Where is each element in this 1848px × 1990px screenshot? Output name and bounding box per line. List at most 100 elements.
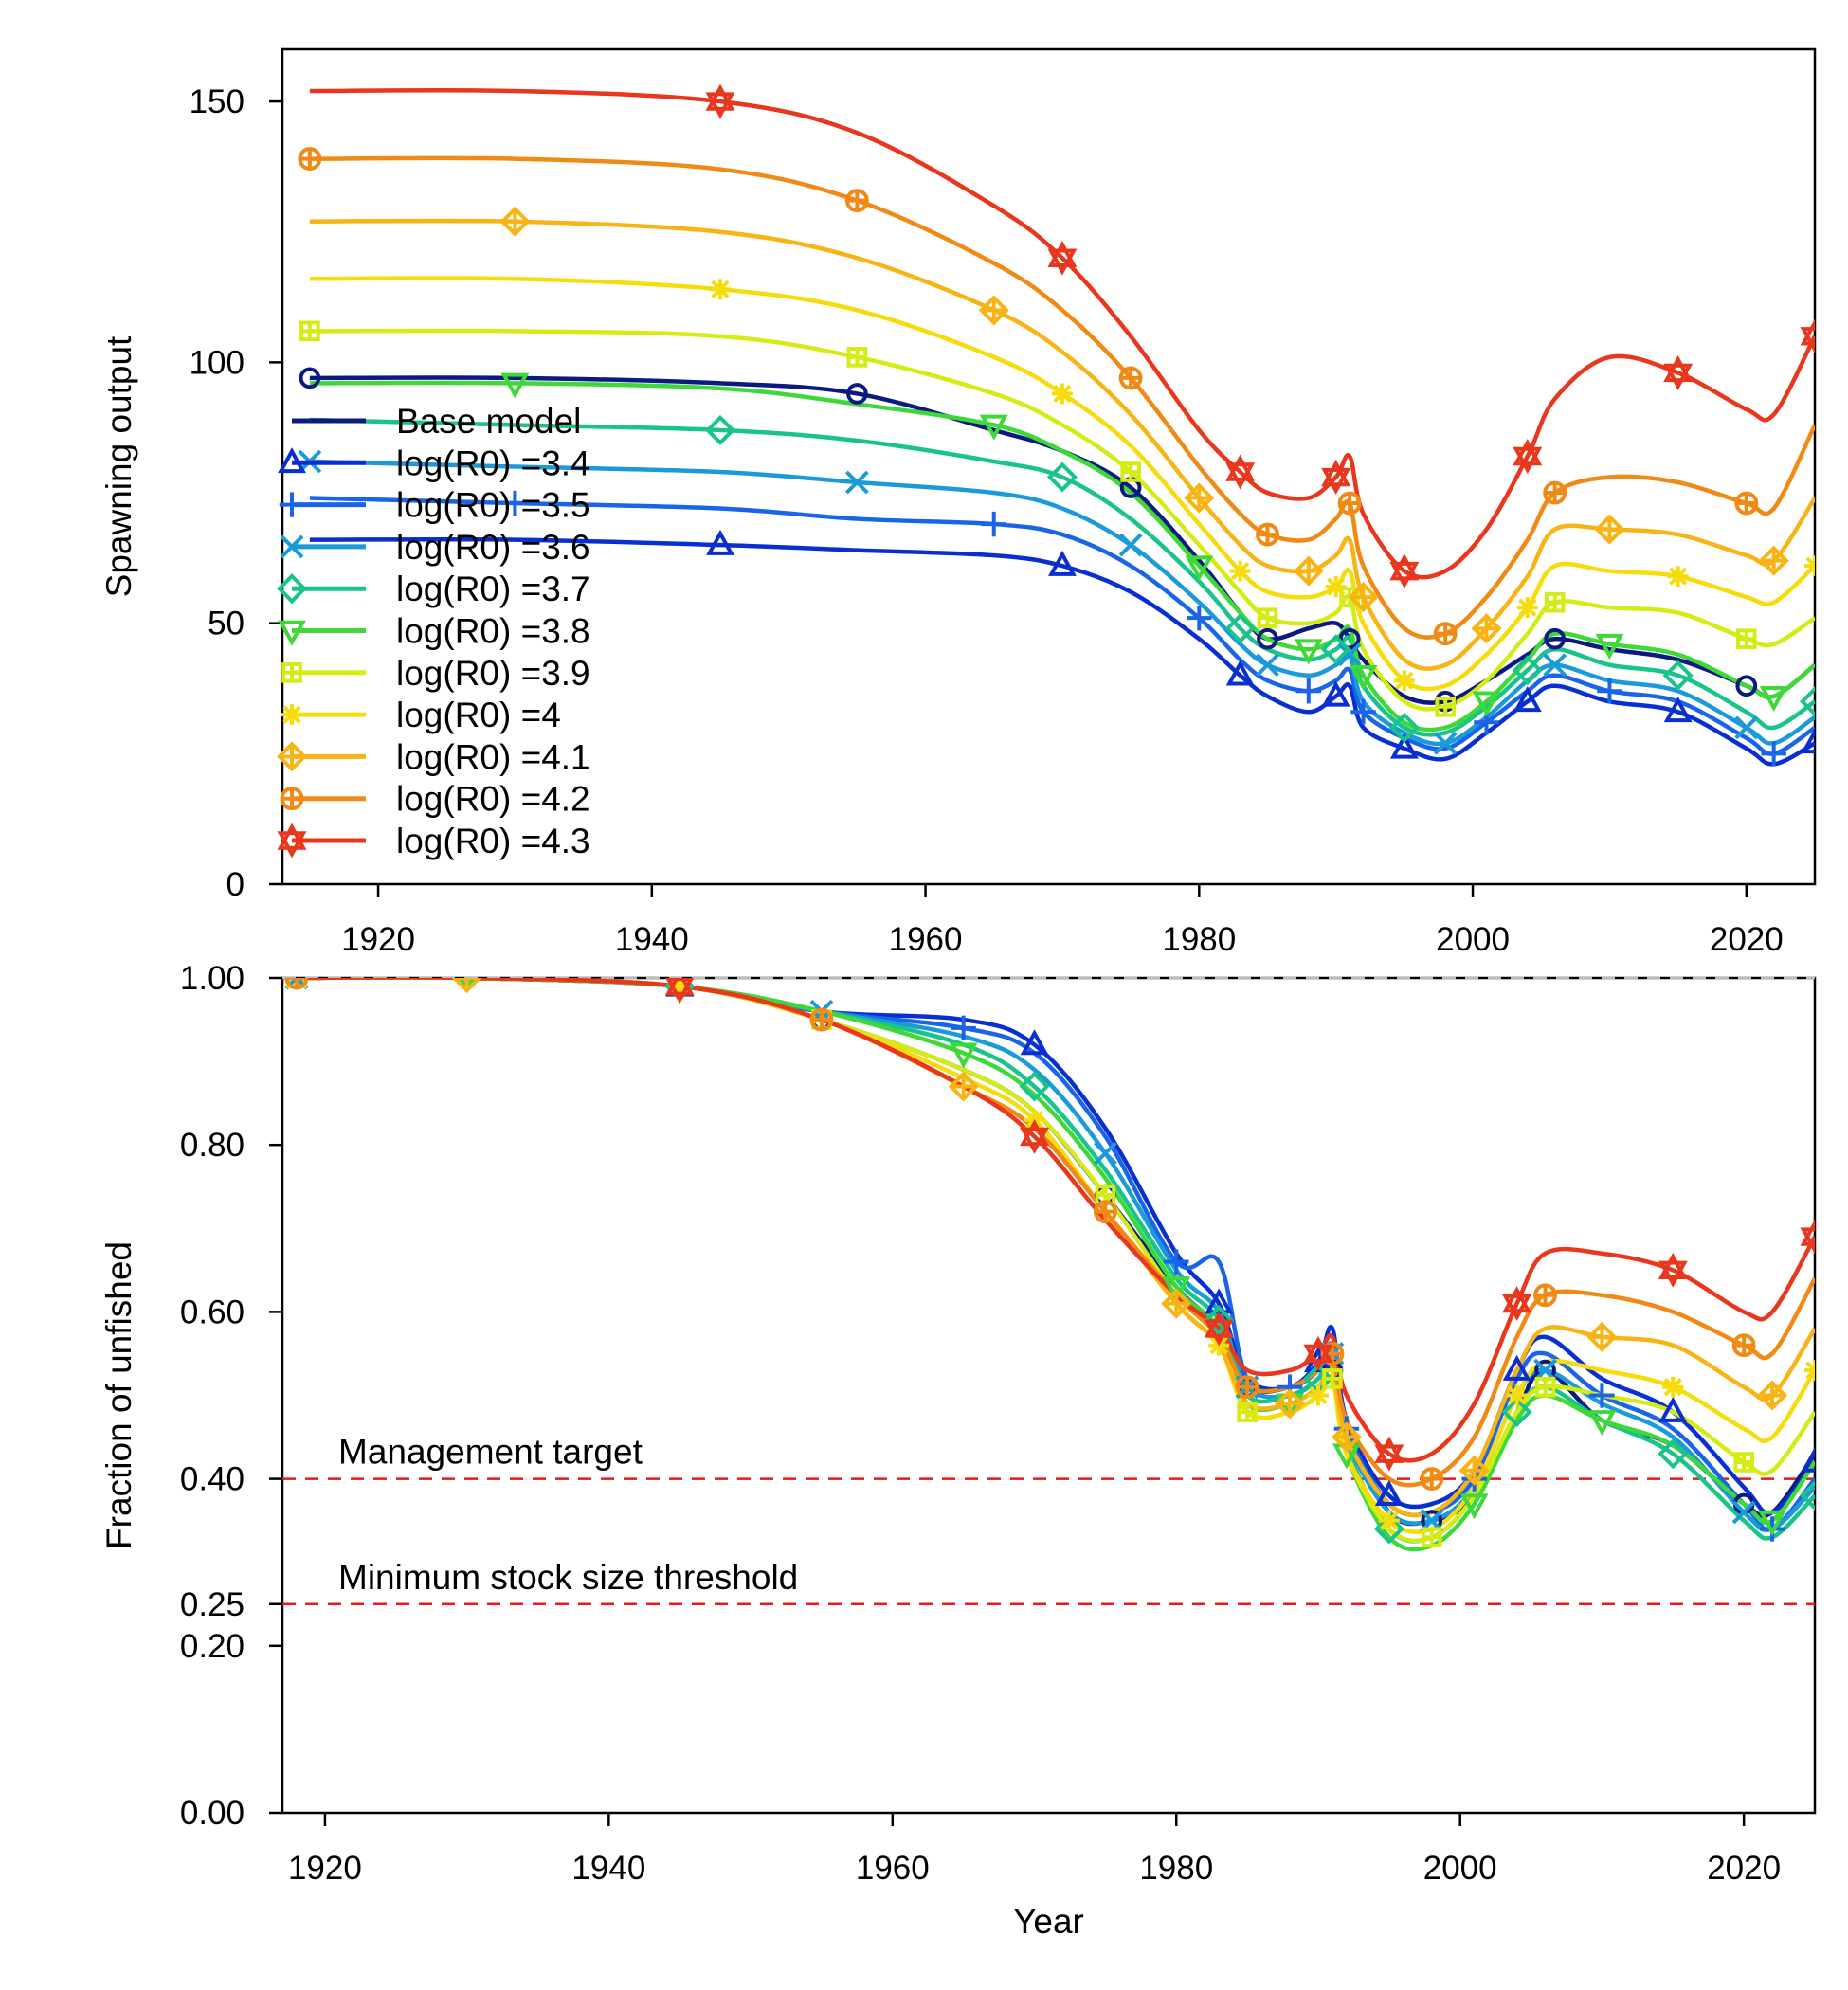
series-marker-3-part bbox=[1256, 653, 1279, 678]
series-marker-7 bbox=[1393, 670, 1415, 692]
series-marker-10-part bbox=[1047, 248, 1078, 276]
series-marker-1-part bbox=[1020, 1029, 1049, 1056]
series-marker-8 bbox=[451, 978, 482, 994]
series-marker-2 bbox=[1164, 1249, 1189, 1275]
legend-label: log(R0) =3.7 bbox=[396, 570, 590, 608]
series-marker-1-part bbox=[1047, 550, 1077, 576]
legend-label: log(R0) =3.9 bbox=[396, 654, 590, 693]
series-marker-10 bbox=[1658, 1252, 1688, 1288]
series-marker-4 bbox=[704, 414, 736, 445]
series-marker-0 bbox=[1257, 627, 1278, 650]
series-marker-4-part bbox=[1019, 1071, 1050, 1102]
series-marker-10 bbox=[1389, 553, 1420, 589]
series-marker-1 bbox=[1047, 550, 1077, 576]
series-marker-7-part bbox=[1380, 1511, 1399, 1530]
plot-area bbox=[298, 83, 1815, 767]
series-marker-8 bbox=[978, 295, 1009, 326]
series-marker-2 bbox=[951, 1015, 976, 1041]
series-marker-9 bbox=[284, 978, 309, 990]
y-tick-label: 0.20 bbox=[180, 1628, 245, 1665]
series-marker-5 bbox=[1349, 664, 1378, 691]
y-tick-label: 0.80 bbox=[180, 1127, 245, 1164]
legend-marker-part bbox=[277, 831, 307, 859]
series-marker-5-part bbox=[1595, 633, 1624, 660]
legend-marker bbox=[276, 741, 308, 772]
series-marker-2 bbox=[1589, 1383, 1615, 1408]
series-marker-1 bbox=[1374, 1479, 1404, 1507]
series-marker-7-part bbox=[1805, 1361, 1815, 1373]
series-marker-7-part bbox=[1668, 567, 1688, 586]
series-marker-10-part bbox=[1303, 1335, 1333, 1364]
series-marker-10 bbox=[1321, 460, 1351, 495]
series-marker-7-part bbox=[1053, 384, 1072, 404]
legend-marker bbox=[280, 787, 304, 811]
series-marker-0-part bbox=[1735, 675, 1758, 697]
series-marker-10-part bbox=[1374, 1444, 1404, 1472]
series-marker-10-part bbox=[1502, 1294, 1532, 1322]
series-marker-4-part bbox=[1224, 613, 1256, 644]
series-marker-5 bbox=[1185, 555, 1214, 582]
series-marker-4-part bbox=[1320, 634, 1351, 665]
series-marker-3 bbox=[1118, 533, 1143, 557]
legend-label: log(R0) =4.3 bbox=[396, 822, 590, 860]
series-marker-3 bbox=[1734, 715, 1759, 740]
series-marker-8 bbox=[1331, 1421, 1362, 1453]
series-marker-4-part bbox=[1658, 1438, 1689, 1470]
legend-marker bbox=[277, 823, 307, 859]
series-marker-5 bbox=[1459, 1493, 1489, 1520]
series-marker-5-part bbox=[949, 1042, 978, 1069]
series-marker-1 bbox=[1225, 660, 1255, 686]
series-marker-10 bbox=[1800, 318, 1815, 354]
series-marker-10-part bbox=[1513, 446, 1543, 474]
legend-label: log(R0) =3.8 bbox=[396, 612, 590, 651]
series-marker-10 bbox=[1204, 1311, 1234, 1347]
series-line-6 bbox=[309, 328, 1815, 712]
y-tick-label: 50 bbox=[208, 606, 245, 642]
series-marker-6 bbox=[1322, 1368, 1343, 1389]
series-marker-7 bbox=[1378, 1510, 1400, 1531]
series-marker-10 bbox=[1303, 1335, 1333, 1371]
series-marker-3-part bbox=[844, 470, 869, 495]
series-line-10 bbox=[309, 87, 1815, 580]
series-marker-2 bbox=[981, 511, 1006, 537]
series-marker-7 bbox=[1229, 560, 1251, 582]
series-marker-9 bbox=[809, 1007, 834, 1032]
reference-line-label: Management target bbox=[338, 1433, 643, 1472]
x-axis-title: Year bbox=[1013, 1902, 1084, 1941]
series-marker-3 bbox=[1433, 731, 1458, 755]
series-marker-10 bbox=[1020, 1118, 1050, 1154]
series-marker-5-part bbox=[1294, 639, 1323, 665]
series-marker-8 bbox=[1758, 545, 1789, 576]
series-marker-2 bbox=[1295, 678, 1322, 704]
series-marker-6 bbox=[1435, 696, 1456, 717]
x-tick-label: 2020 bbox=[1707, 1850, 1781, 1887]
legend-label: log(R0) =3.4 bbox=[396, 443, 590, 482]
plot-area bbox=[284, 978, 1815, 1552]
series-marker-5-part bbox=[1459, 1493, 1489, 1520]
series-marker-4 bbox=[1799, 1480, 1815, 1511]
legend-marker-part bbox=[278, 447, 306, 474]
series-marker-10 bbox=[1374, 1436, 1404, 1472]
x-tick-label: 1920 bbox=[341, 921, 415, 958]
series-marker-0-part bbox=[1544, 627, 1567, 650]
series-marker-2 bbox=[1187, 605, 1212, 631]
series-marker-5-part bbox=[1349, 664, 1378, 691]
series-marker-10-part bbox=[1225, 454, 1256, 481]
series-marker-6 bbox=[1733, 1452, 1754, 1473]
legend-marker bbox=[281, 662, 302, 683]
series-marker-8 bbox=[1471, 613, 1502, 644]
series-marker-1-part bbox=[706, 529, 734, 555]
series-marker-9 bbox=[1337, 491, 1362, 516]
series-marker-2 bbox=[1350, 699, 1376, 725]
y-tick-label: 0.00 bbox=[180, 1795, 245, 1832]
legend-label: log(R0) =4 bbox=[396, 696, 561, 734]
series-marker-8 bbox=[1458, 1455, 1490, 1486]
series-marker-5-part bbox=[1758, 1510, 1787, 1536]
series-marker-5 bbox=[1294, 639, 1323, 665]
series-marker-7-part bbox=[1518, 598, 1537, 617]
series-marker-5-part bbox=[979, 414, 1008, 441]
series-marker-7-part bbox=[711, 280, 730, 298]
series-marker-4-part bbox=[1799, 686, 1815, 717]
series-marker-6 bbox=[846, 347, 868, 368]
series-marker-3 bbox=[1093, 1141, 1117, 1166]
